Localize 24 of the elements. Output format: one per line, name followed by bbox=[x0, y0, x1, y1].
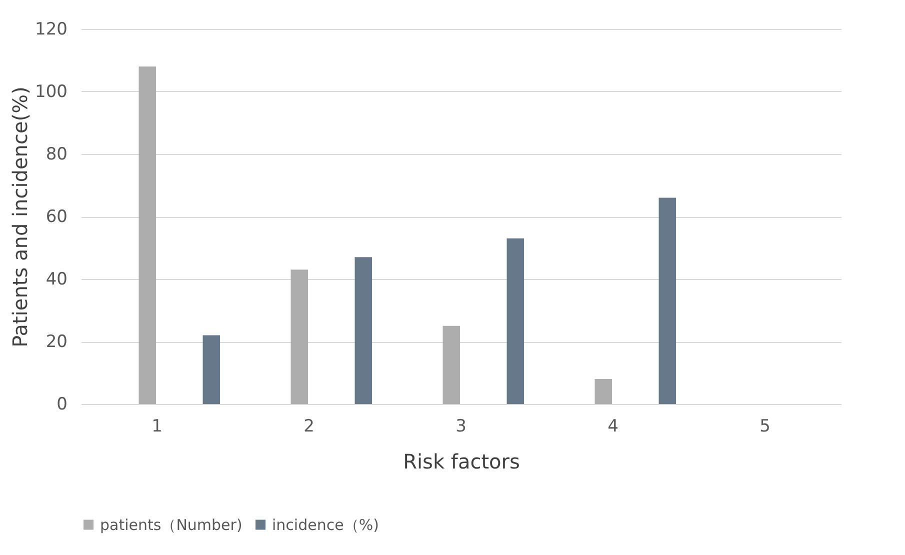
y-tick-label: 120 bbox=[35, 20, 68, 40]
y-tick-label: 40 bbox=[46, 270, 68, 290]
y-tick-label: 0 bbox=[56, 394, 68, 414]
bar bbox=[354, 257, 372, 404]
y-tick-label: 100 bbox=[35, 82, 68, 102]
bar bbox=[594, 379, 612, 404]
bar bbox=[442, 326, 460, 404]
x-tick-label: 2 bbox=[304, 416, 314, 436]
bar bbox=[138, 66, 156, 404]
y-tick-label: 60 bbox=[46, 207, 68, 227]
x-tick-label: 3 bbox=[456, 416, 466, 436]
bar bbox=[202, 335, 220, 404]
x-axis-title: Risk factors bbox=[403, 450, 520, 474]
x-tick-label: 1 bbox=[152, 416, 162, 436]
y-tick-label: 80 bbox=[46, 144, 68, 164]
x-tick-label: 4 bbox=[608, 416, 618, 436]
y-tick-label: 20 bbox=[46, 332, 68, 352]
legend-label: patients（Number) bbox=[100, 516, 242, 534]
bar bbox=[290, 270, 308, 404]
legend-label: incidence（%) bbox=[272, 516, 379, 534]
y-axis-title: Patients and incidence(%) bbox=[8, 86, 32, 348]
bar bbox=[506, 238, 524, 404]
x-tick-label: 5 bbox=[760, 416, 770, 436]
bar bbox=[658, 198, 676, 404]
